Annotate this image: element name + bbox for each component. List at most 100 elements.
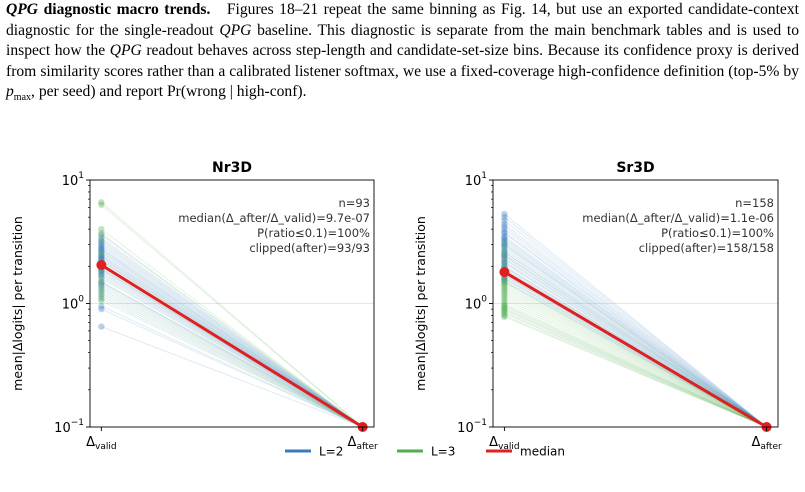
series-line-l2 [101,288,363,428]
series-line-l3 [504,285,767,428]
series-line-l3 [504,286,767,428]
series-point-l2 [98,290,105,297]
series-line-l2 [504,228,767,428]
series-point-l2 [98,246,105,253]
legend-label: median [520,445,565,459]
series-line-l3 [101,276,363,428]
series-line-l3 [504,244,767,428]
series-line-l3 [101,232,363,428]
series-line-l3 [101,239,363,428]
series-line-l2 [504,249,767,428]
series-line-l3 [504,293,767,428]
annotation-text: clipped(after)=93/93 [249,241,370,255]
series-point-l3 [98,199,105,206]
series-point-l3 [98,236,105,243]
series-line-l3 [101,291,363,428]
series-line-l2 [101,305,363,428]
series-line-l3 [504,304,767,428]
series-line-l2 [101,251,363,428]
series-point-l2 [98,237,105,245]
series-line-l2 [504,239,767,428]
series-point-l2 [98,231,105,238]
series-point-l3 [98,297,105,305]
series-point-l3 [501,249,508,256]
series-line-l2 [101,281,363,428]
series-point-l3 [98,230,105,237]
annotation-text: median(Δ_after/Δ_valid)=9.7e-07 [178,211,370,225]
series-line-l2 [101,242,363,428]
series-point-l3 [501,295,508,302]
series-line-l2 [504,240,767,428]
series-point-l2 [501,239,508,247]
series-point-l3 [98,284,105,291]
series-point-l2 [98,280,105,287]
y-tick-label: 100 [465,295,488,313]
series-line-l3 [101,251,363,428]
series-line-l3 [504,283,767,428]
series-point-l2 [98,278,105,285]
series-line-l2 [504,260,767,428]
series-line-l3 [504,305,767,428]
series-line-l3 [504,308,767,428]
series-line-l3 [101,228,363,428]
series-line-l3 [504,291,767,428]
series-point-l2 [501,225,508,233]
series-point-l2 [501,228,508,236]
series-point-l2 [501,276,508,284]
series-line-l2 [504,216,767,428]
y-tick-label: 10−1 [457,418,487,436]
series-line-l2 [101,285,363,428]
annotation-text: median(Δ_after/Δ_valid)=1.1e-06 [582,211,774,225]
series-point-l3 [501,292,508,300]
paragraph-heading: QPG diagnostic macro trends. [6,1,211,18]
series-point-l3 [98,292,105,300]
series-line-l2 [101,293,363,428]
series-point-l3 [98,288,105,295]
series-line-l3 [504,258,767,428]
y-axis-label: mean|Δlogits| per transition [413,216,428,391]
series-line-l2 [101,245,363,428]
series-line-l2 [504,255,767,428]
annotation-text: P(ratio≤0.1)=100% [257,226,370,240]
series-point-l3 [501,297,508,305]
legend: L=2 L=3 median [285,445,565,459]
series-point-l3 [501,290,508,297]
series-point-l2 [501,253,508,260]
series-line-l2 [101,234,363,428]
series-line-l2 [504,256,767,428]
series-line-l2 [504,231,767,428]
series-line-l3 [504,315,767,428]
series-line-l2 [504,251,767,428]
series-line-l3 [101,286,363,428]
series-point-l2 [98,245,105,252]
series-point-l3 [501,282,508,289]
series-line-l3 [504,313,767,428]
series-line-l3 [101,281,363,428]
series-point-l2 [98,303,105,310]
series-point-l2 [98,270,105,277]
annotation-text: n=93 [338,196,370,210]
series-point-l3 [501,300,508,307]
legend-label: L=3 [431,445,455,459]
series-point-l2 [501,233,508,240]
series-point-l2 [98,234,105,242]
annotation-text: clipped(after)=158/158 [639,241,774,255]
series-point-l2 [501,236,508,243]
series-point-l3 [98,249,105,256]
series-line-l2 [504,223,767,428]
series-point-l3 [501,309,508,316]
series-line-l3 [504,303,767,428]
series-point-l2 [98,252,105,259]
series-point-l2 [98,271,105,279]
series-point-l2 [501,220,508,228]
series-point-l2 [98,251,105,258]
series-point-l2 [98,305,105,313]
series-point-l3 [501,288,508,295]
series-point-l2 [501,234,508,242]
series-point-l3 [501,280,508,287]
series-point-l3 [501,307,508,314]
series-point-l3 [501,303,508,310]
series-line-l3 [101,300,363,428]
series-point-l3 [98,225,105,233]
series-line-l3 [504,311,767,428]
